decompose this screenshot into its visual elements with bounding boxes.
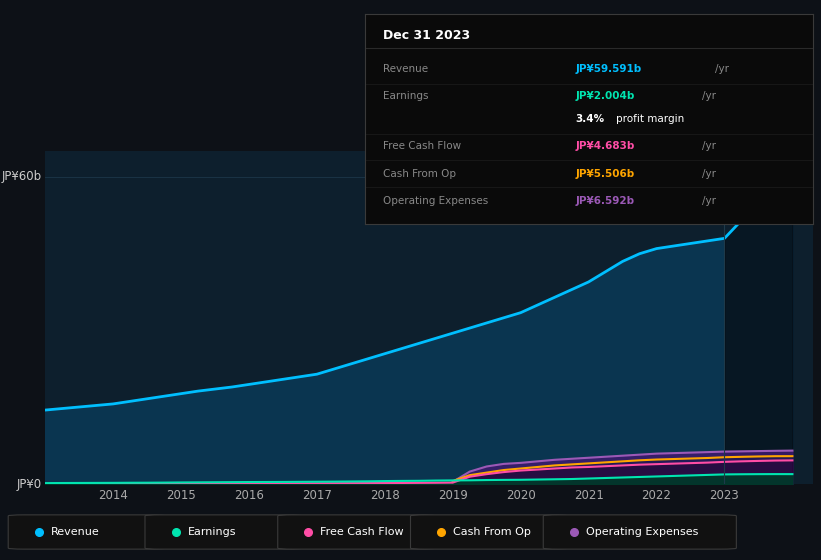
Text: /yr: /yr [715, 64, 730, 73]
Text: /yr: /yr [702, 91, 716, 101]
FancyBboxPatch shape [544, 515, 736, 549]
Text: Cash From Op: Cash From Op [383, 169, 456, 179]
Text: JP¥4.683b: JP¥4.683b [576, 141, 635, 151]
Text: Dec 31 2023: Dec 31 2023 [383, 29, 470, 41]
Text: 3.4%: 3.4% [576, 114, 605, 124]
Text: Earnings: Earnings [188, 527, 236, 537]
Text: Operating Expenses: Operating Expenses [383, 196, 488, 206]
Text: JP¥2.004b: JP¥2.004b [576, 91, 635, 101]
Text: Free Cash Flow: Free Cash Flow [320, 527, 404, 537]
Text: JP¥0: JP¥0 [16, 478, 41, 491]
FancyBboxPatch shape [145, 515, 302, 549]
Text: /yr: /yr [702, 196, 716, 206]
Text: Operating Expenses: Operating Expenses [586, 527, 699, 537]
Text: Cash From Op: Cash From Op [453, 527, 531, 537]
Text: JP¥60b: JP¥60b [1, 170, 41, 183]
Text: Revenue: Revenue [383, 64, 429, 73]
Text: JP¥5.506b: JP¥5.506b [576, 169, 635, 179]
FancyBboxPatch shape [8, 515, 165, 549]
Text: profit margin: profit margin [616, 114, 684, 124]
Text: JP¥59.591b: JP¥59.591b [576, 64, 642, 73]
FancyBboxPatch shape [410, 515, 567, 549]
Text: JP¥6.592b: JP¥6.592b [576, 196, 635, 206]
FancyBboxPatch shape [277, 515, 434, 549]
Text: /yr: /yr [702, 141, 716, 151]
Text: Free Cash Flow: Free Cash Flow [383, 141, 461, 151]
Text: Earnings: Earnings [383, 91, 429, 101]
Text: /yr: /yr [702, 169, 716, 179]
Text: Revenue: Revenue [51, 527, 99, 537]
